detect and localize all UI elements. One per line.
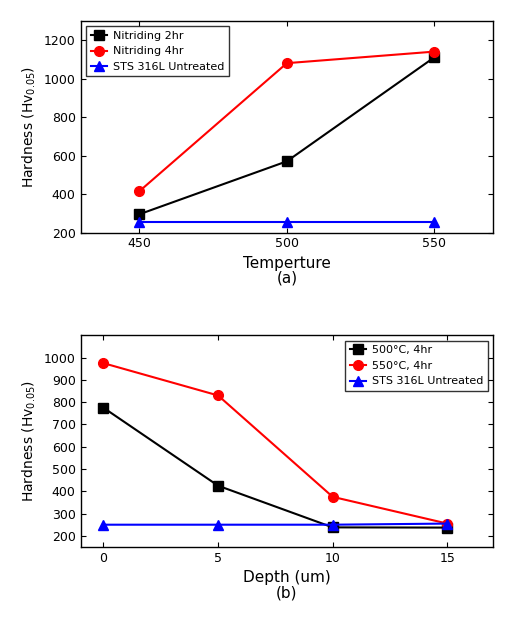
STS 316L Untreated <box>136 218 142 226</box>
STS 316L Untreated <box>215 521 221 529</box>
Line: 550°C, 4hr: 550°C, 4hr <box>99 358 452 529</box>
500°C, 4hr <box>215 482 221 490</box>
STS 316L Untreated <box>329 521 336 529</box>
500°C, 4hr <box>329 524 336 531</box>
500°C, 4hr <box>444 524 450 531</box>
Y-axis label: Hardness (Hv$_{0.05}$): Hardness (Hv$_{0.05}$) <box>21 66 38 188</box>
Legend: 500°C, 4hr, 550°C, 4hr, STS 316L Untreated: 500°C, 4hr, 550°C, 4hr, STS 316L Untreat… <box>345 341 488 391</box>
550°C, 4hr <box>444 520 450 527</box>
Line: STS 316L Untreated: STS 316L Untreated <box>135 217 439 227</box>
STS 316L Untreated <box>100 521 106 529</box>
X-axis label: Depth (um): Depth (um) <box>243 570 331 585</box>
550°C, 4hr <box>100 360 106 367</box>
STS 316L Untreated <box>444 520 450 527</box>
Line: STS 316L Untreated: STS 316L Untreated <box>99 519 452 529</box>
Nitriding 2hr <box>431 53 437 61</box>
STS 316L Untreated <box>284 218 290 226</box>
Nitriding 4hr <box>431 48 437 55</box>
Line: Nitriding 4hr: Nitriding 4hr <box>135 47 439 196</box>
Nitriding 4hr <box>136 187 142 195</box>
STS 316L Untreated <box>431 218 437 226</box>
Y-axis label: Hardness (Hv$_{0.05}$): Hardness (Hv$_{0.05}$) <box>21 380 38 502</box>
X-axis label: Temperture: Temperture <box>243 256 331 271</box>
Line: Nitriding 2hr: Nitriding 2hr <box>135 52 439 219</box>
Text: (b): (b) <box>276 585 298 600</box>
Text: (a): (a) <box>277 271 298 285</box>
Nitriding 4hr <box>284 60 290 67</box>
Legend: Nitriding 2hr, Nitriding 4hr, STS 316L Untreated: Nitriding 2hr, Nitriding 4hr, STS 316L U… <box>86 26 229 77</box>
Nitriding 2hr <box>284 157 290 165</box>
550°C, 4hr <box>215 392 221 399</box>
550°C, 4hr <box>329 493 336 501</box>
Nitriding 2hr <box>136 210 142 218</box>
Line: 500°C, 4hr: 500°C, 4hr <box>99 403 452 532</box>
500°C, 4hr <box>100 404 106 411</box>
